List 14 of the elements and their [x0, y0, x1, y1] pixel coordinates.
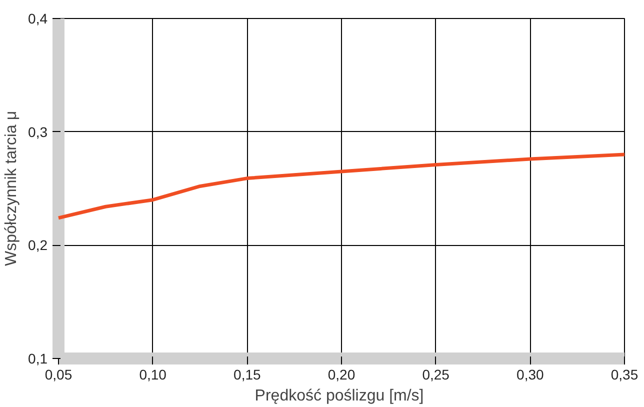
y-tick-label: 0,4: [28, 10, 48, 26]
x-tick-label: 0,35: [610, 366, 638, 382]
y-tick-label: 0,1: [28, 350, 48, 366]
x-tick-label: 0,25: [422, 366, 450, 382]
y-tick-label: 0,2: [28, 237, 48, 254]
x-tick-label: 0,15: [234, 366, 262, 382]
x-tick-label: 0,05: [44, 366, 72, 382]
x-tick-label: 0,10: [139, 366, 167, 382]
x-tick-label: 0,30: [516, 366, 544, 382]
line-series: [56, 152, 626, 220]
y-tick-label: 0,3: [28, 124, 48, 140]
y-axis-title: Współczynnik tarcia μ: [3, 110, 20, 266]
x-axis-title: Prędkość poślizgu [m/s]: [254, 388, 424, 404]
x-tick-label: 0,20: [328, 366, 356, 382]
